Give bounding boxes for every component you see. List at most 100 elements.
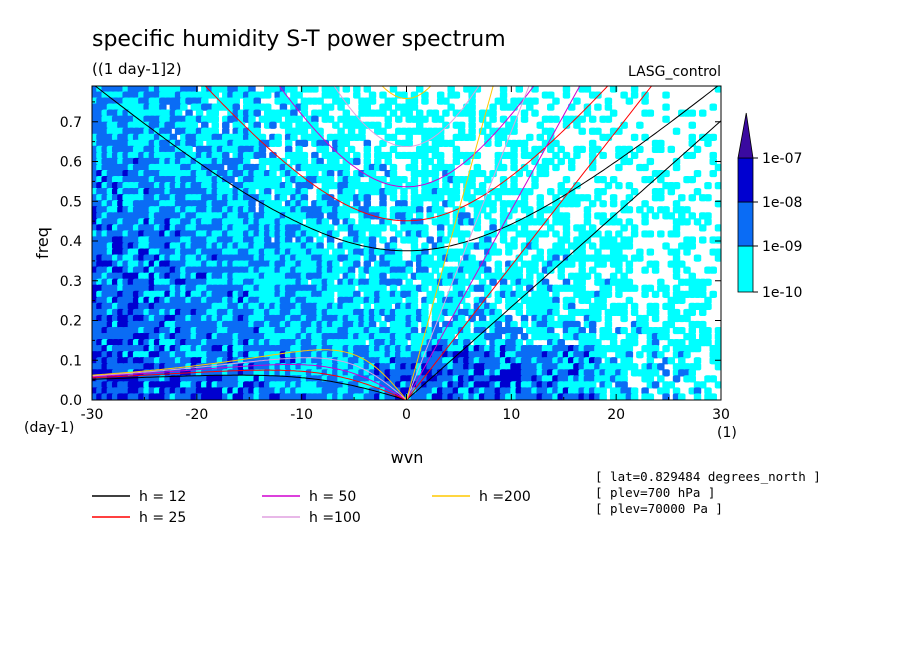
heatmap-cell [332,91,340,99]
heatmap-cell [683,351,691,359]
heatmap-cell [657,351,665,359]
heatmap-cell [552,151,560,160]
heatmap-cell [363,151,372,160]
heatmap-cell [295,145,303,154]
heatmap-cell [321,145,330,154]
heatmap-cell [400,194,408,202]
heatmap-cell [704,302,712,311]
heatmap-cell [410,175,419,184]
heatmap-cell [557,339,565,347]
heatmap-cell [379,194,387,202]
heatmap-cell [599,302,607,311]
heatmap-cell [630,86,639,93]
heatmap-cell [415,121,424,129]
note-line: [ plev=700 hPa ] [595,485,715,500]
heatmap-cell [457,121,466,129]
heatmap-cell [489,200,497,208]
rossby-wave-curve [92,374,407,400]
heatmap-cell [630,284,639,292]
heatmap-cell [651,290,660,298]
heatmap-cell [468,97,476,105]
heatmap-cell [641,212,649,220]
heatmap-cell [499,230,508,238]
heatmap-cell [421,224,429,232]
heatmap-cell [646,375,655,383]
heatmap-cell [494,194,503,202]
heatmap-cell [641,266,649,274]
heatmap-cell [567,296,576,304]
heatmap-cell [368,97,377,105]
heatmap-cell [526,169,534,178]
heatmap-cell [478,326,487,335]
heatmap-cell [520,139,529,147]
heatmap-cell [641,163,649,172]
heatmap-cell [284,145,293,154]
heatmap-cell [363,145,372,154]
heatmap-cell [704,339,712,347]
heatmap-cell [578,242,586,250]
heatmap-cell [678,393,686,400]
heatmap-cell [358,127,366,135]
heatmap-cell [499,97,508,105]
heatmap-cell [222,121,230,129]
heatmap-cell [552,115,560,123]
heatmap-cell [688,272,696,280]
heatmap-cell [337,103,345,111]
heatmap-cell [588,320,597,329]
heatmap-cell [237,121,246,129]
heatmap-cell [625,351,634,359]
heatmap-cell [300,127,309,135]
heatmap-cell [625,157,634,166]
heatmap-cell [410,182,419,190]
heatmap-cell [395,230,403,238]
heatmap-cell [395,254,403,262]
heatmap-cell [625,206,634,214]
heatmap-cell [201,97,209,105]
heatmap-cell [604,320,613,329]
heatmap-cell [263,103,272,111]
heatmap-cell [615,260,623,268]
heatmap-cell [651,266,660,274]
heatmap-cell [557,157,565,166]
heatmap-cell [588,242,597,250]
heatmap-cell [478,169,487,178]
heatmap-cell [248,86,256,93]
y-unit-label: (day-1) [24,420,74,436]
heatmap-cell [515,302,524,311]
heatmap-cell [326,278,335,286]
heatmap-cell [678,339,686,347]
heatmap-cell [683,314,691,323]
heatmap-cell [353,91,361,99]
heatmap-cell [709,103,717,111]
heatmap-cell [604,290,613,298]
heatmap-cell [405,109,413,117]
heatmap-cell [678,326,686,335]
heatmap-cell [599,151,607,160]
heatmap-cell [510,224,518,232]
heatmap-cell [531,182,539,190]
heatmap-cell [630,224,639,232]
colorbar-label: 1e-09 [762,239,802,255]
heatmap-cell [588,332,597,341]
heatmap-cell [688,212,696,220]
heatmap-cell [436,230,445,238]
heatmap-cell [358,230,366,238]
heatmap-cell [688,369,696,377]
heatmap-cell [630,308,639,317]
heatmap-cell [342,139,351,147]
note-line: [ lat=0.829484 degrees_north ] [595,469,821,484]
heatmap-cell [180,103,188,111]
heatmap-cell [667,212,676,220]
heatmap-cell [452,254,461,262]
heatmap-cell [421,308,429,317]
heatmap-cell [342,97,351,105]
heatmap-cell [431,182,440,190]
heatmap-cell [620,381,628,389]
heatmap-cell [562,212,571,220]
heatmap-cell [415,200,424,208]
heatmap-cell [609,357,618,365]
heatmap-cell [583,272,592,280]
heatmap-cell [300,103,309,111]
